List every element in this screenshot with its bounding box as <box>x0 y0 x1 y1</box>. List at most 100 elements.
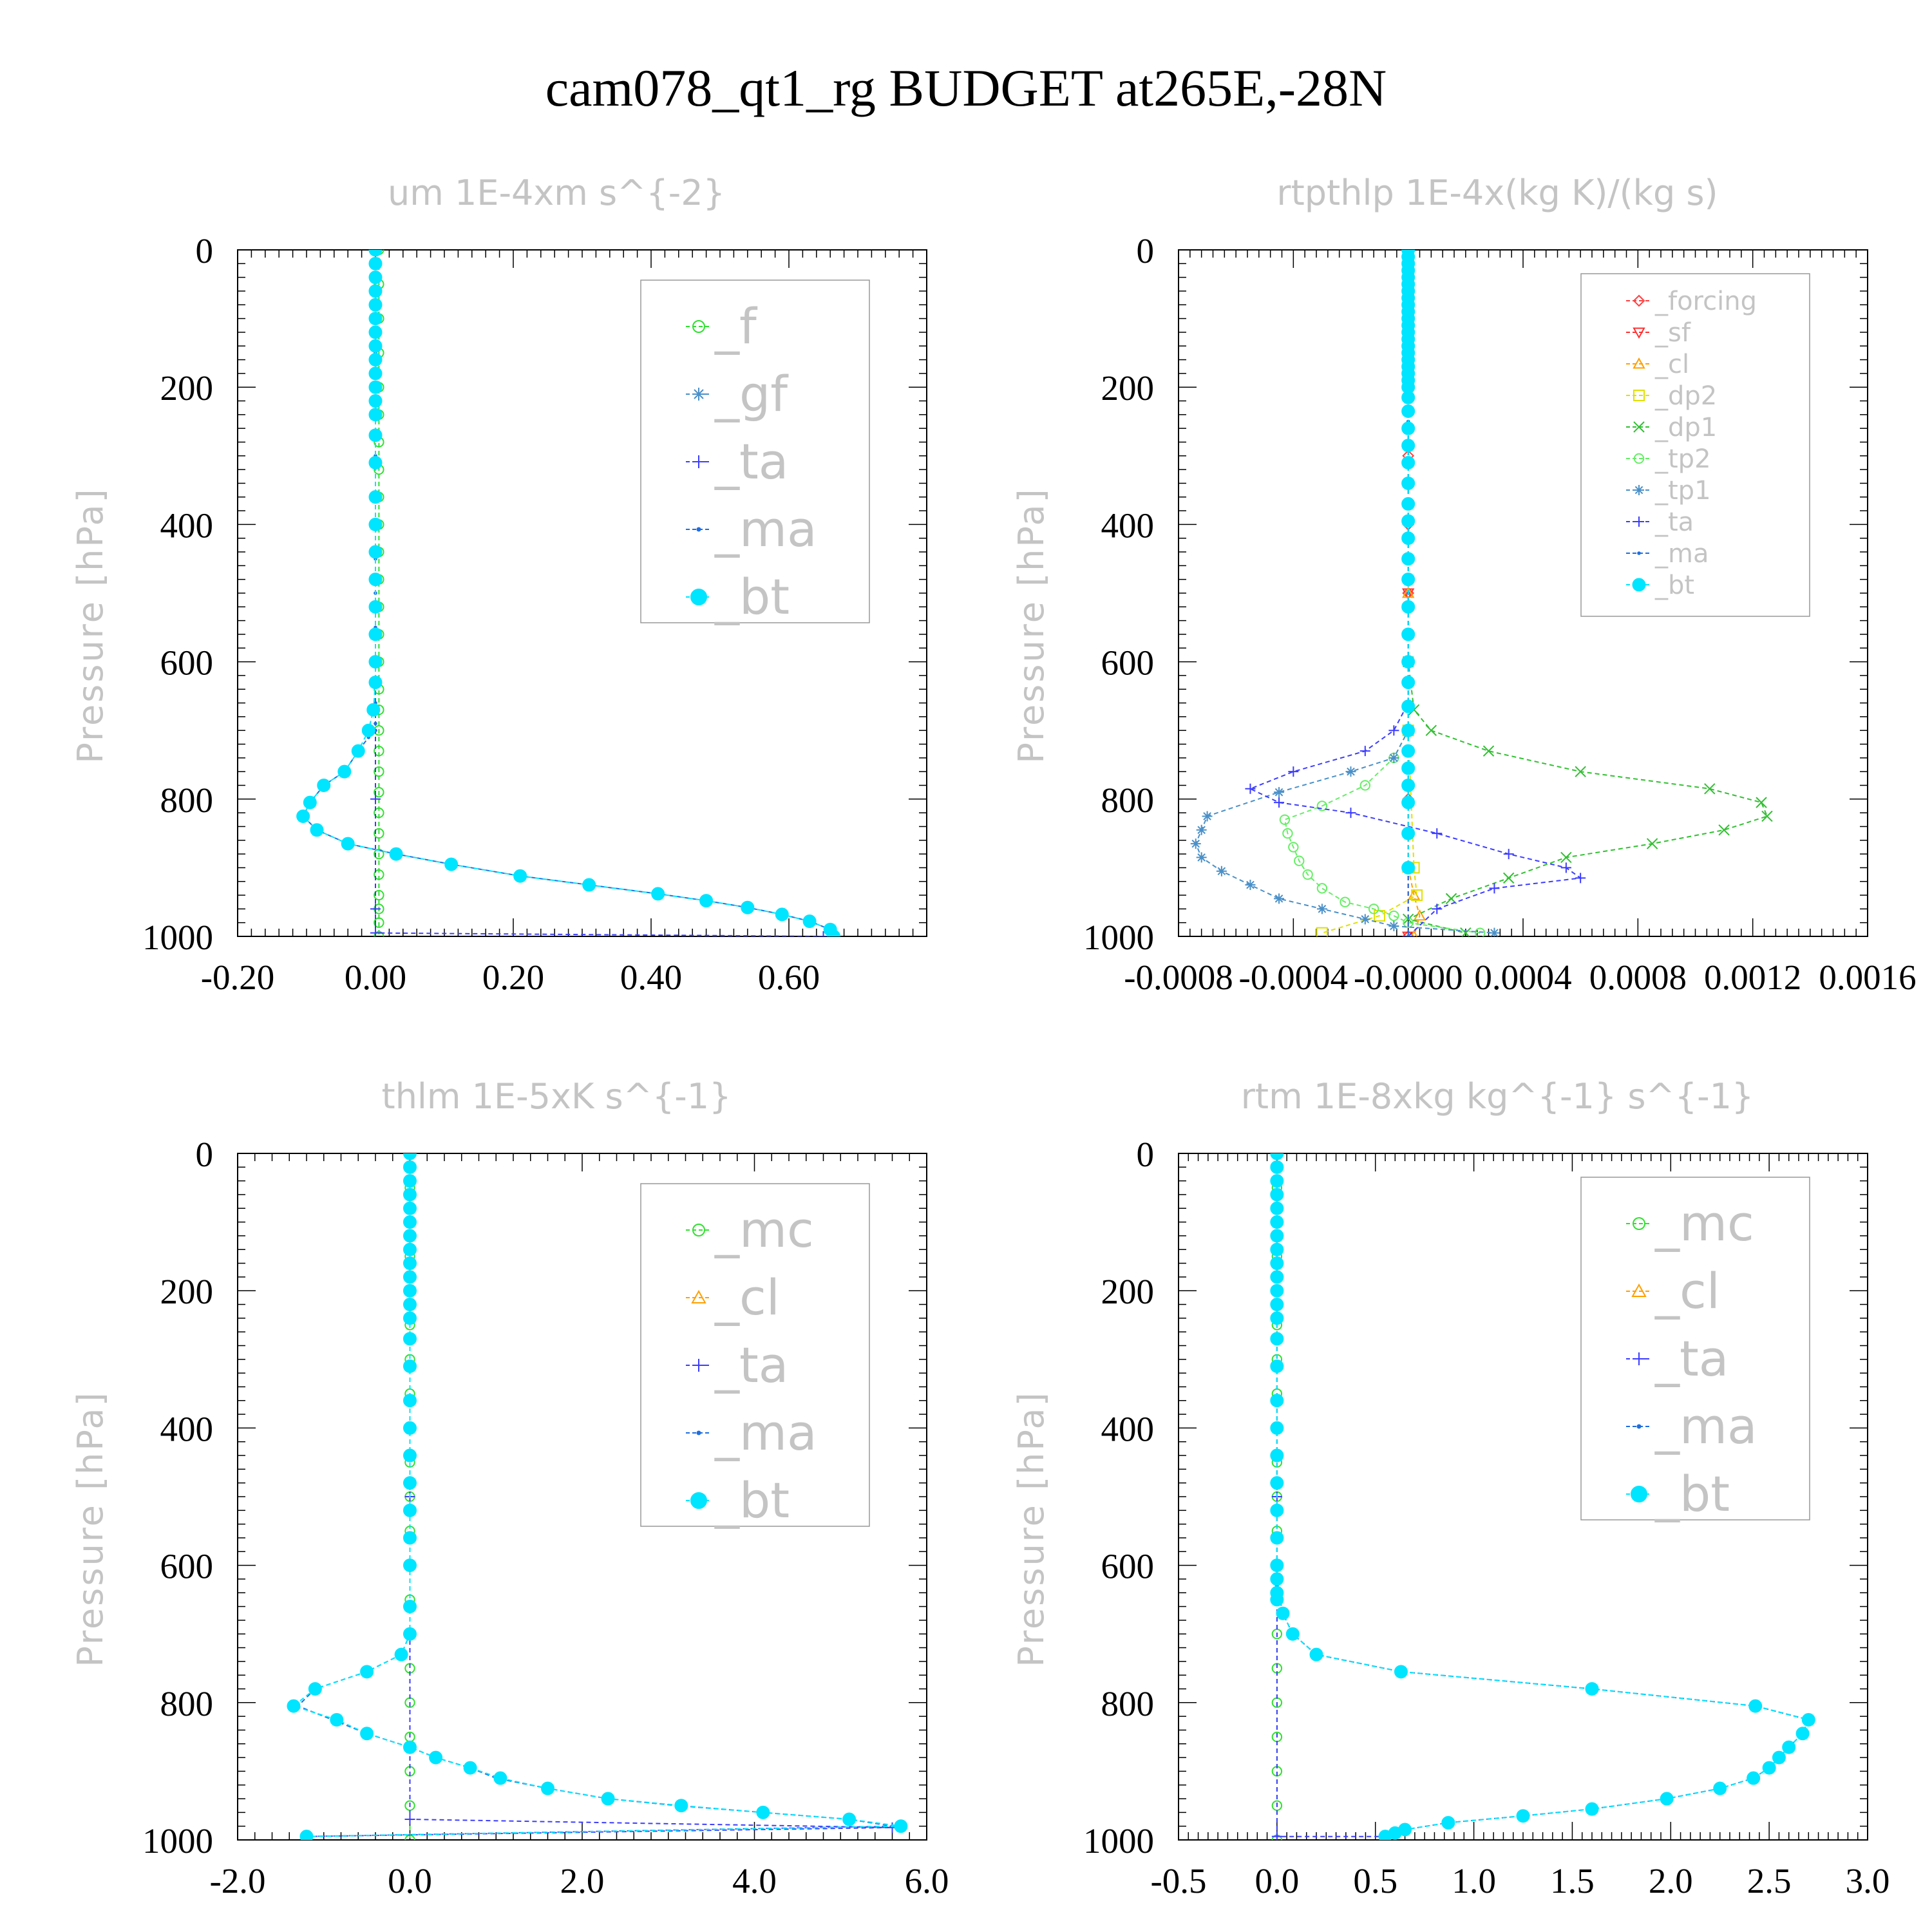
legend-label: _ta <box>714 1336 788 1394</box>
data-point <box>404 1800 415 1811</box>
data-point <box>403 1448 417 1463</box>
data-point <box>337 764 352 779</box>
x-tick-label: -0.0008 <box>1124 958 1233 997</box>
data-point <box>541 1781 554 1795</box>
figure-title: cam078_qt1_rg BUDGET at265E,-28N <box>545 59 1387 117</box>
data-point <box>1762 1761 1776 1775</box>
data-point <box>1401 627 1416 641</box>
plot-frame <box>237 1153 927 1841</box>
data-point <box>1270 1448 1284 1463</box>
data-point <box>403 1600 417 1614</box>
data-point <box>368 627 383 641</box>
data-point <box>444 857 459 871</box>
data-point <box>1432 904 1443 914</box>
data-point <box>403 1332 417 1346</box>
data-point <box>308 1681 322 1696</box>
data-point <box>1388 910 1399 922</box>
data-point <box>403 1503 417 1517</box>
data-point <box>403 1298 417 1312</box>
data-point <box>404 1814 415 1825</box>
data-point <box>1632 578 1646 592</box>
data-point <box>1516 1809 1530 1823</box>
data-point <box>403 1421 417 1435</box>
data-point <box>1560 851 1572 864</box>
data-point <box>1270 1476 1284 1490</box>
series-line-bt <box>292 1153 902 1837</box>
data-point <box>287 1699 301 1713</box>
legend-box <box>1580 1177 1810 1520</box>
legend-label: _tp2 <box>1654 444 1711 474</box>
x-tick-label: 0.0 <box>388 1861 432 1900</box>
data-point <box>403 1359 417 1373</box>
data-point <box>1388 752 1399 763</box>
y-tick-label: 0 <box>196 231 214 270</box>
data-point <box>1270 1270 1284 1284</box>
y-tick-label: 1000 <box>142 1821 213 1861</box>
legend: _mc _cl _ta _ma _bt <box>1580 1177 1810 1522</box>
y-tick-label: 200 <box>160 1272 214 1311</box>
data-point <box>1489 927 1500 936</box>
y-axis-label: Pressure [hPa] <box>1011 1390 1052 1667</box>
legend-label: _ma <box>714 1404 817 1461</box>
data-point <box>1747 1771 1761 1785</box>
data-point <box>1274 797 1285 808</box>
x-tick-label: 0.0012 <box>1704 958 1801 997</box>
series-group <box>296 250 841 936</box>
data-point <box>1633 453 1645 464</box>
data-point <box>368 256 383 270</box>
data-point <box>1345 808 1356 819</box>
data-point <box>1288 842 1299 853</box>
data-point <box>403 1256 417 1271</box>
data-point <box>368 339 383 353</box>
data-point <box>651 887 665 901</box>
legend-label: _ma <box>714 500 817 558</box>
series-line-dp1 <box>1406 250 1768 934</box>
data-point <box>1270 1298 1284 1312</box>
data-point <box>513 869 527 883</box>
data-point <box>1633 294 1645 307</box>
legend: _f _gf _ta _ma _bt <box>640 279 870 625</box>
data-point <box>741 900 755 914</box>
data-point <box>374 721 377 726</box>
x-tick-label: 0.00 <box>345 958 406 997</box>
y-axis-label: Pressure [hPa] <box>70 1390 111 1667</box>
data-point <box>1646 838 1658 849</box>
data-point <box>368 408 383 422</box>
y-tick-label: 200 <box>160 368 214 408</box>
y-axis-label: Pressure [hPa] <box>1011 487 1052 763</box>
legend-label: _bt <box>714 568 790 625</box>
data-point <box>1270 1593 1284 1607</box>
x-tick-label: -0.20 <box>201 958 275 997</box>
legend-label: _ta <box>1654 1330 1728 1387</box>
data-point <box>1718 824 1730 836</box>
data-point <box>1345 766 1356 777</box>
data-point <box>842 1812 857 1826</box>
legend-label: _mc <box>714 1201 814 1258</box>
data-point <box>1633 1217 1645 1230</box>
series-line-tp2 <box>1283 250 1481 934</box>
legend-box <box>640 279 870 623</box>
data-point <box>403 1270 417 1284</box>
data-point <box>1704 783 1716 795</box>
data-point <box>368 490 383 504</box>
legend-label: _cl <box>714 1269 780 1326</box>
data-point <box>368 380 383 394</box>
data-point <box>403 1229 417 1243</box>
data-point <box>1245 783 1256 794</box>
data-point <box>1401 476 1416 490</box>
data-point <box>1302 869 1313 880</box>
data-point <box>601 1792 615 1806</box>
data-point <box>403 1215 417 1229</box>
data-point <box>368 428 383 442</box>
chart-panel-4: rtm 1E-8xkg kg^{-1} s^{-1} Pressure [hPa]… <box>1011 1076 1889 1900</box>
data-point <box>818 931 829 936</box>
y-tick-label: 1000 <box>1083 918 1154 957</box>
x-tick-label: 0.20 <box>482 958 544 997</box>
data-point <box>403 1283 417 1298</box>
data-point <box>374 848 384 860</box>
data-point <box>1401 860 1416 875</box>
data-point <box>1202 811 1213 822</box>
data-point <box>1401 723 1416 737</box>
data-point <box>1560 862 1571 873</box>
series-line-ta <box>1249 250 1582 936</box>
